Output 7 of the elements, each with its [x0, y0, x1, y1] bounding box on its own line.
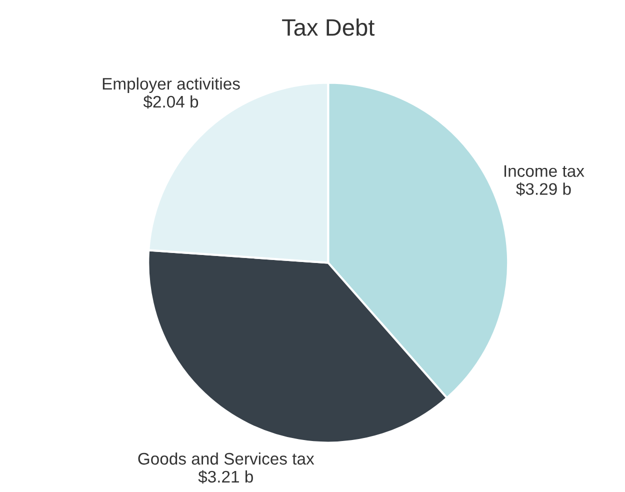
data-label: $3.21 b [198, 470, 253, 484]
chart-title: Tax Debt [282, 18, 375, 36]
slice-label: Goods and Services tax [138, 452, 314, 465]
data-label: $2.04 b [143, 95, 198, 109]
slice-label: Income tax [504, 165, 584, 177]
slice-label: Employer activities [102, 77, 240, 94]
data-label: $3.29 b [516, 182, 571, 196]
